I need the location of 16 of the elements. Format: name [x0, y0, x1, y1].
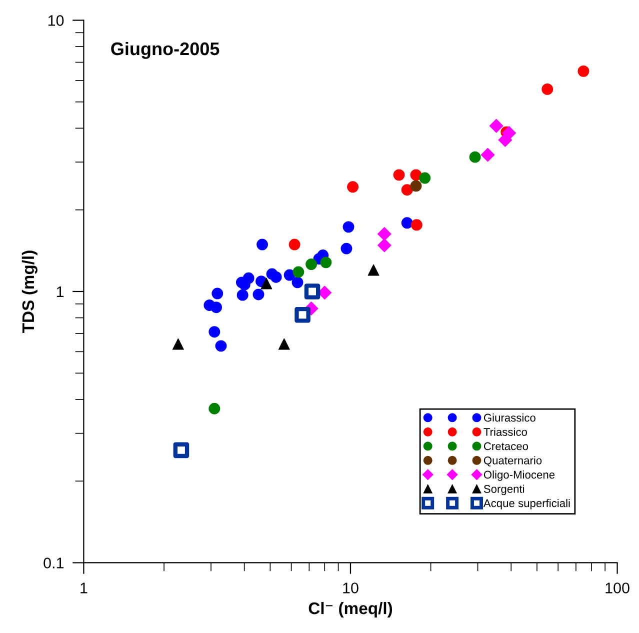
y-tick-label: 0.1: [44, 558, 64, 568]
legend-label: Acque superficiali: [483, 498, 570, 510]
legend-label: Cretaceo: [484, 442, 528, 450]
x-tick-label: 100: [606, 582, 630, 594]
x-axis-title: Cl⁻ (meq/l): [308, 602, 392, 618]
x-tick-label: 1: [80, 582, 88, 594]
legend-label: Quaternario: [484, 456, 542, 466]
y-tick-label: 10: [48, 15, 64, 26]
y-tick-label: 1: [56, 286, 64, 298]
text: Giugno-2005: [111, 42, 220, 59]
legend-label: Sorgenti: [484, 484, 524, 496]
legend-label: Oligo-Miocene: [484, 470, 555, 481]
legend-label: Giurassico: [484, 414, 536, 422]
legend-label: Triassico: [484, 428, 527, 436]
x-tick-label: 10: [343, 582, 358, 594]
y-axis-title: TDS (mg/l): [22, 250, 38, 333]
